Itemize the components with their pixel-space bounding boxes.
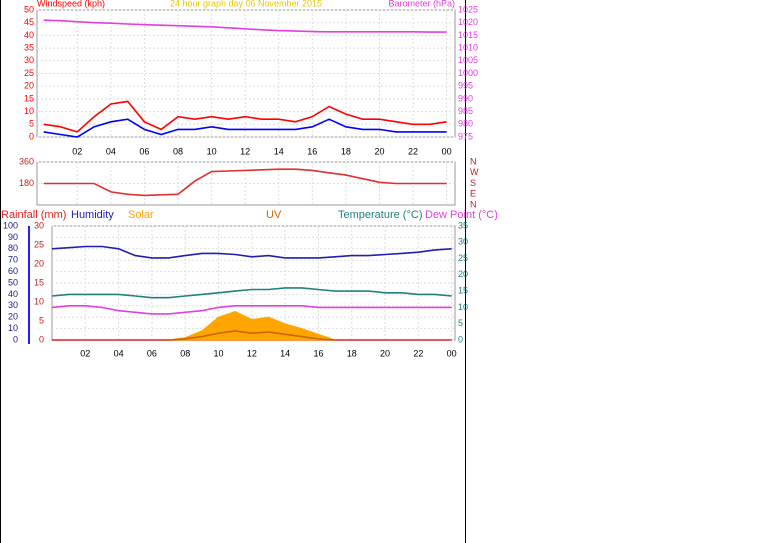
legend-label: Rainfall (mm) [1, 209, 66, 221]
y-tick-label: 25 [34, 239, 44, 249]
y-tick-label: 25 [24, 68, 34, 78]
y-tick-label: 20 [458, 269, 468, 279]
y-tick-label: E [470, 189, 476, 199]
x-tick-label: 16 [307, 146, 317, 156]
y-tick-label: 15 [34, 277, 44, 287]
y-tick-label: 990 [458, 93, 473, 103]
y-tick-label: 45 [24, 17, 34, 27]
legend-label: Dew Point (°C) [425, 209, 498, 221]
y-tick-label: 1000 [458, 68, 478, 78]
x-tick-label: 22 [413, 348, 423, 358]
series-line [43, 100, 447, 133]
series-line [51, 287, 452, 299]
y-tick-label: 60 [8, 266, 18, 276]
y-tick-label: 90 [8, 232, 18, 242]
x-tick-label: 00 [442, 146, 452, 156]
x-tick-label: 00 [447, 348, 457, 358]
x-tick-label: 12 [240, 146, 250, 156]
y-tick-label: N [470, 199, 477, 209]
y-tick-label: 10 [8, 323, 18, 333]
y-tick-label: 15 [458, 286, 468, 296]
y-tick-label: 10 [24, 106, 34, 116]
x-tick-label: 20 [380, 348, 390, 358]
legend-label: Solar [128, 209, 154, 221]
y-tick-label: 985 [458, 106, 473, 116]
series-line [43, 19, 447, 33]
y-tick-label: 70 [8, 255, 18, 265]
y2-axis-title: Barometer (hPa) [388, 0, 455, 8]
y-tick-label: 20 [24, 81, 34, 91]
y-tick-label: 10 [458, 302, 468, 312]
series-line [43, 118, 447, 138]
y-tick-label: 1020 [458, 17, 478, 27]
series-line [43, 168, 447, 197]
y-tick-label: 100 [3, 220, 18, 230]
series-line [168, 330, 336, 341]
y-tick-label: 30 [8, 300, 18, 310]
y-tick-label: 30 [458, 237, 468, 247]
y-tick-label: 980 [458, 119, 473, 129]
series-line [51, 304, 452, 315]
x-tick-label: 10 [214, 348, 224, 358]
y-tick-label: 35 [458, 220, 468, 230]
x-tick-label: 08 [173, 146, 183, 156]
y-tick-label: 0 [29, 131, 34, 141]
series-line [51, 245, 452, 259]
y-tick-label: 5 [458, 318, 463, 328]
y-tick-label: 180 [19, 178, 34, 188]
x-tick-label: 14 [280, 348, 290, 358]
x-tick-label: 18 [347, 348, 357, 358]
x-tick-label: 08 [180, 348, 190, 358]
y-tick-label: 360 [19, 156, 34, 166]
y-tick-label: 975 [458, 131, 473, 141]
y-tick-label: 995 [458, 81, 473, 91]
y-tick-label: 15 [24, 93, 34, 103]
chart-title: 24 hour graph day 06 November 2015 [170, 0, 322, 8]
y-tick-label: 40 [8, 289, 18, 299]
y-tick-label: W [470, 167, 479, 177]
y-tick-label: 1010 [458, 42, 478, 52]
x-tick-label: 06 [147, 348, 157, 358]
y-tick-label: 0 [13, 334, 18, 344]
legend-label: Humidity [71, 209, 114, 221]
y-tick-label: 35 [24, 42, 34, 52]
x-tick-label: 16 [313, 348, 323, 358]
x-tick-label: 12 [247, 348, 257, 358]
y-tick-label: 1025 [458, 4, 478, 14]
y-tick-label: 25 [458, 253, 468, 263]
y-axis-title: Windspeed (kph) [37, 0, 105, 8]
y-tick-label: 40 [24, 30, 34, 40]
y-tick-label: 30 [24, 55, 34, 65]
y-tick-label: 0 [39, 334, 44, 344]
y-tick-label: 1015 [458, 30, 478, 40]
x-tick-label: 10 [207, 146, 217, 156]
y-tick-label: 20 [34, 258, 44, 268]
y-tick-label: 50 [8, 277, 18, 287]
x-tick-label: 02 [72, 146, 82, 156]
legend-label: UV [266, 209, 282, 221]
y-tick-label: 1005 [458, 55, 478, 65]
legend-label: Temperature (°C) [338, 209, 422, 221]
y-tick-label: 10 [34, 296, 44, 306]
x-tick-label: 20 [374, 146, 384, 156]
x-tick-label: 04 [114, 348, 124, 358]
x-tick-label: 18 [341, 146, 351, 156]
y-tick-label: S [470, 178, 476, 188]
x-tick-label: 22 [408, 146, 418, 156]
y-tick-label: 50 [24, 4, 34, 14]
y-tick-label: 5 [29, 119, 34, 129]
x-tick-label: 14 [274, 146, 284, 156]
y-tick-label: 5 [39, 315, 44, 325]
y-tick-label: 80 [8, 243, 18, 253]
series-area [168, 310, 336, 341]
y-tick-label: 30 [34, 220, 44, 230]
x-tick-label: 06 [139, 146, 149, 156]
y-tick-label: 0 [458, 334, 463, 344]
x-tick-label: 04 [106, 146, 116, 156]
y-tick-label: 20 [8, 312, 18, 322]
x-tick-label: 02 [80, 348, 90, 358]
y-tick-label: N [470, 156, 477, 166]
